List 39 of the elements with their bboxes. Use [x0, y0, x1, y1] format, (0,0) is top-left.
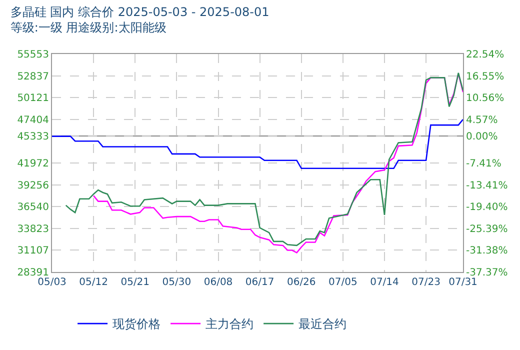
y2-tick-label: -37.37% — [466, 268, 508, 278]
y-tick-label: 47404 — [17, 114, 49, 126]
x-tick-label: 05/03 — [38, 277, 66, 288]
x-tick-label: 06/26 — [286, 277, 316, 288]
y2-tick-label: -7.41% — [466, 158, 502, 170]
x-tick-label: 07/31 — [448, 277, 478, 288]
x-tick-label: 05/21 — [120, 277, 150, 288]
x-tick-label: 07/05 — [328, 277, 358, 288]
y2-tick-label: 0.00% — [466, 132, 498, 143]
y2-tick-label: -19.40% — [466, 202, 508, 214]
y-tick-label: 50121 — [17, 93, 49, 104]
y-tick-label: 39256 — [17, 180, 49, 192]
y2-tick-label: -31.38% — [466, 246, 508, 257]
x-tick-label: 07/23 — [412, 277, 440, 288]
y2-tick-label: 22.54% — [466, 50, 504, 60]
y-tick-label: 52837 — [17, 71, 49, 82]
y2-tick-label: 16.55% — [466, 71, 504, 82]
y-tick-label: 33823 — [17, 224, 49, 235]
chart-title: 多晶硅 国内 综合价 2025-05-03 - 2025-08-01 — [10, 4, 270, 19]
y2-tick-label: 10.56% — [466, 93, 504, 104]
legend-label: 现货价格 — [112, 317, 161, 332]
y-tick-label: 36540 — [17, 202, 49, 214]
y-tick-label: 28391 — [17, 268, 49, 278]
x-tick-label: 06/17 — [245, 277, 274, 288]
x-tick-label: 06/08 — [204, 277, 233, 288]
y2-tick-label: 4.57% — [466, 114, 498, 126]
x-tick-label: 05/12 — [79, 277, 108, 288]
y2-tick-label: -25.39% — [466, 224, 508, 235]
y2-tick-label: -13.41% — [466, 180, 508, 192]
y-tick-label: 55553 — [17, 50, 49, 60]
legend-label: 主力合约 — [206, 317, 254, 332]
x-tick-label: 07/14 — [370, 277, 399, 288]
y-tick-label: 45333 — [17, 132, 49, 143]
line-series — [52, 118, 463, 170]
y-tick-label: 31107 — [17, 246, 49, 257]
chart-subtitle: 等级:一级 用途级别:太阳能级 — [10, 20, 166, 34]
x-tick-label: 05/30 — [162, 277, 192, 288]
y-tick-label: 41972 — [17, 158, 49, 170]
legend-label: 最近合约 — [298, 317, 347, 332]
